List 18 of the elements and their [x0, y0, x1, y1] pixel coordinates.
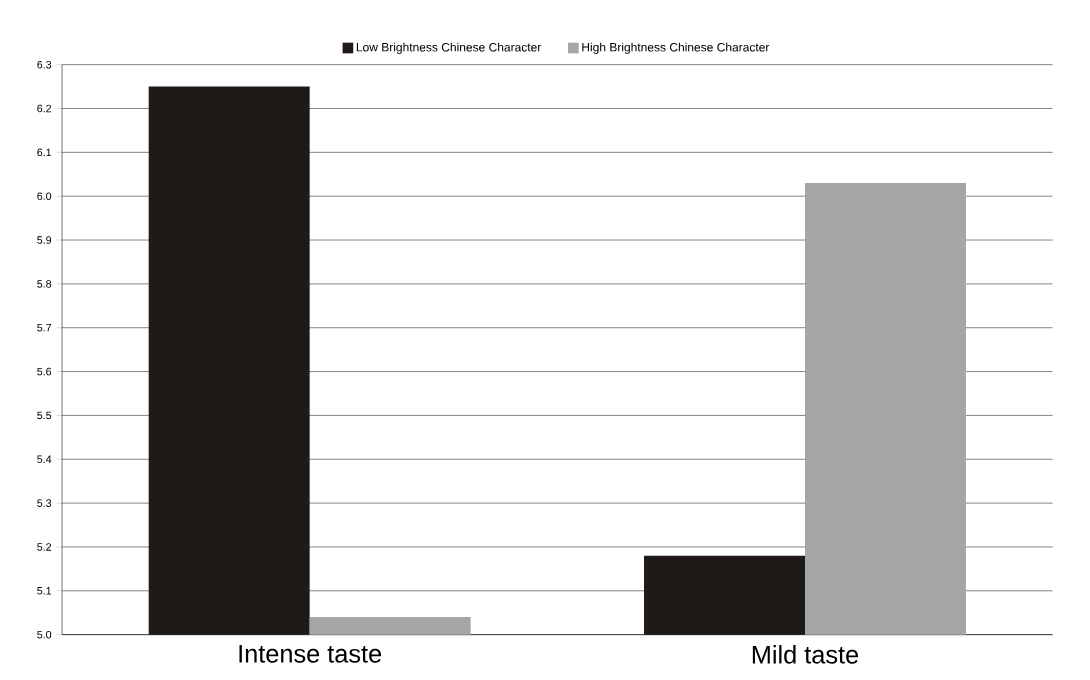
x-tick-label: Intense taste — [239, 645, 382, 663]
y-tick-label: 5.4 — [37, 455, 52, 463]
y-tick-label: 5.5 — [37, 411, 52, 420]
y-tick-label: 5.0 — [37, 630, 52, 639]
y-tick-label: 5.8 — [37, 280, 52, 288]
y-tick-label: 6.3 — [37, 60, 52, 69]
y-tick-label: 6.1 — [37, 148, 52, 157]
y-tick-label: 5.1 — [37, 587, 52, 595]
y-tick-label: 6.0 — [37, 192, 52, 200]
y-tick-label: 5.2 — [37, 543, 52, 551]
legend-label: Low Brightness Chinese Character — [356, 42, 542, 54]
y-tick-label: 5.6 — [37, 367, 52, 376]
y-tick-label: 5.7 — [37, 324, 52, 332]
x-tick-label: Mild taste — [752, 645, 859, 664]
legend-label: High Brightness Chinese Character — [582, 42, 770, 54]
y-tick-label: 5.3 — [37, 499, 52, 507]
y-tick-label: 5.9 — [37, 236, 52, 244]
y-tick-label: 6.2 — [37, 104, 52, 113]
